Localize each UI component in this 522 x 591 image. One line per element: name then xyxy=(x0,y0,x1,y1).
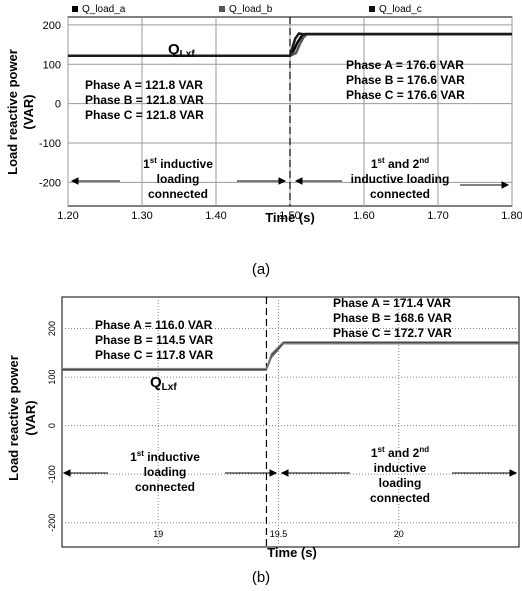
x-tick-label: 1.80 xyxy=(501,210,522,222)
panel-a-series xyxy=(68,17,512,206)
panel-a-legend: Q_load_a Q_load_b Q_load_c xyxy=(72,4,422,15)
annot-a-after-phase-a: Phase A = 176.6 VAR xyxy=(346,58,464,72)
annot-b-after-phase-a: Phase A = 171.4 VAR xyxy=(333,296,451,310)
x-axis-label-a: Time (s) xyxy=(265,210,315,225)
region-b-right-line1: 1st and 2nd xyxy=(371,445,429,460)
y-tick-label: 100 xyxy=(47,370,57,385)
panel-label-a: (a) xyxy=(252,261,270,278)
annot-b-after-phase-b: Phase B = 168.6 VAR xyxy=(333,311,452,325)
x-axis-label-b: Time (s) xyxy=(267,545,317,560)
q-lxf-label-a: QLxf xyxy=(168,41,195,60)
panel-b-tick-labels: 19 19.5 20 200 100 0 -100 -200 xyxy=(47,321,404,539)
y-tick-label: 0 xyxy=(47,423,57,428)
y-tick-label: 100 xyxy=(43,59,61,71)
annot-a-before-phase-b: Phase B = 121.8 VAR xyxy=(85,93,204,107)
legend-label-a: Q_load_a xyxy=(82,4,126,15)
legend-swatch-a xyxy=(72,6,78,12)
x-tick-label: 1.70 xyxy=(427,210,448,222)
y-axis-label-b-line1: Load reactive power xyxy=(6,355,21,481)
series-line-3 xyxy=(62,341,519,370)
y-tick-label: 200 xyxy=(43,20,61,32)
panel-a-tick-labels: 1.20 1.30 1.40 1.50 1.60 1.70 1.80 200 100 0 -100 -… xyxy=(39,20,522,222)
y-tick-label: 200 xyxy=(47,321,57,336)
series-line-2 xyxy=(62,343,519,371)
region-a-right-line2: inductive loading xyxy=(351,172,450,186)
y-tick-label: -200 xyxy=(47,514,57,532)
panel-b-grid xyxy=(62,297,519,547)
legend-label-c: Q_load_c xyxy=(379,4,422,15)
annot-a-after-phase-b: Phase B = 176.6 VAR xyxy=(346,73,465,87)
panel-b-arrows xyxy=(62,469,518,477)
series-line-3 xyxy=(68,32,512,57)
x-tick-label: 1.60 xyxy=(353,210,374,222)
panel-b-plot-area xyxy=(61,296,520,548)
x-tick-label: 19 xyxy=(153,529,163,539)
y-tick-label: -100 xyxy=(47,465,57,483)
region-a-right-line3: connected xyxy=(370,187,430,201)
legend-swatch-b xyxy=(219,6,225,12)
panel-b-series xyxy=(62,297,519,547)
region-b-left-line2: loading xyxy=(144,465,187,479)
region-a-right-line1: 1st and 2nd xyxy=(371,156,429,171)
region-b-left-line3: connected xyxy=(135,480,195,494)
legend-swatch-c xyxy=(369,6,375,12)
y-axis-label-b-line2: (VAR) xyxy=(23,400,38,435)
x-tick-label: 20 xyxy=(394,529,404,539)
region-b-right-line4: connected xyxy=(370,491,430,505)
y-tick-label: -200 xyxy=(39,177,61,189)
region-a-left-line3: connected xyxy=(148,187,208,201)
region-a-left-line1: 1st inductive xyxy=(143,156,213,171)
annot-a-before-phase-a: Phase A = 121.8 VAR xyxy=(85,78,203,92)
annot-a-before-phase-c: Phase C = 121.8 VAR xyxy=(85,108,204,122)
panel-a: 1.20 1.30 1.40 1.50 1.60 1.70 1.80 200 100 0 -100 -… xyxy=(5,4,522,278)
panel-b: 19 19.5 20 200 100 0 -100 -200 Phase A = 116.0 … xyxy=(6,296,520,586)
annot-b-after-phase-c: Phase C = 172.7 VAR xyxy=(333,326,452,340)
region-b-left-line1: 1st inductive xyxy=(130,449,200,464)
annot-b-before-phase-b: Phase B = 114.5 VAR xyxy=(95,333,214,347)
y-tick-label: -100 xyxy=(39,138,61,150)
x-tick-label: 19.5 xyxy=(270,529,288,539)
x-tick-label: 1.40 xyxy=(205,210,226,222)
legend-label-b: Q_load_b xyxy=(229,4,273,15)
x-tick-label: 1.20 xyxy=(57,210,78,222)
y-tick-label: 0 xyxy=(55,99,61,111)
region-a-left-line2: loading xyxy=(157,172,200,186)
y-axis-label-a-line2: (VAR) xyxy=(21,94,36,129)
q-lxf-label-b: QLxf xyxy=(150,374,177,393)
panel-a-arrows xyxy=(70,177,510,189)
x-tick-label: 1.30 xyxy=(131,210,152,222)
panel-label-b: (b) xyxy=(252,569,270,586)
region-b-right-line3: loading xyxy=(379,476,422,490)
annot-b-before-phase-c: Phase C = 117.8 VAR xyxy=(95,348,214,362)
region-b-right-line2: inductive xyxy=(374,461,427,475)
annot-b-before-phase-a: Phase A = 116.0 VAR xyxy=(95,318,213,332)
annot-a-after-phase-c: Phase C = 176.6 VAR xyxy=(346,88,465,102)
x-tick-label: 1.50 xyxy=(279,210,300,222)
y-axis-label-a-line1: Load reactive power xyxy=(5,49,20,175)
